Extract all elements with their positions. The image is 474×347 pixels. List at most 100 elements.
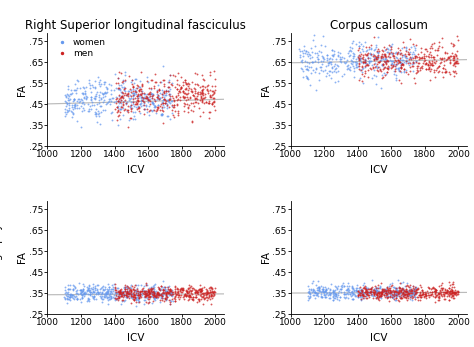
Point <box>323 52 331 58</box>
Point <box>114 289 121 294</box>
Point <box>81 290 88 296</box>
Point <box>207 109 214 115</box>
Point <box>420 56 428 61</box>
Point <box>181 87 189 92</box>
Point <box>145 103 153 109</box>
Point <box>98 295 105 300</box>
Point <box>394 288 402 294</box>
Point <box>100 287 107 293</box>
Point <box>69 110 76 116</box>
Point <box>122 292 129 298</box>
Point <box>328 56 335 61</box>
Point <box>119 91 127 96</box>
Point <box>151 107 158 112</box>
Point <box>386 287 394 293</box>
Point <box>382 291 389 296</box>
Point <box>306 83 314 88</box>
Point <box>344 281 351 286</box>
Point <box>116 290 124 295</box>
Point <box>451 290 459 296</box>
Point <box>343 294 350 299</box>
Point <box>394 66 401 71</box>
Point <box>123 286 130 292</box>
Point <box>311 295 319 301</box>
Point <box>118 70 125 76</box>
Point <box>320 290 328 295</box>
Point <box>102 101 110 107</box>
Point <box>299 48 306 53</box>
Point <box>363 61 371 67</box>
Point <box>383 291 390 296</box>
Point <box>363 291 371 297</box>
Point <box>362 289 369 295</box>
Point <box>341 291 348 297</box>
Point <box>71 102 78 108</box>
Point <box>349 291 357 297</box>
Point <box>321 294 329 300</box>
Point <box>79 105 87 110</box>
Point <box>345 286 352 292</box>
Point <box>94 290 101 295</box>
Point <box>131 102 138 107</box>
Point <box>310 287 317 293</box>
Point <box>373 53 381 59</box>
Point <box>191 93 198 99</box>
Point <box>178 292 185 297</box>
Point <box>416 55 423 61</box>
Point <box>404 289 411 295</box>
Point <box>134 288 142 294</box>
Point <box>451 289 458 295</box>
Point <box>131 95 138 101</box>
Point <box>151 98 158 104</box>
Point <box>113 295 121 301</box>
Point <box>115 292 123 297</box>
Point <box>438 282 445 288</box>
Point <box>152 108 159 114</box>
Point <box>391 290 398 295</box>
Point <box>428 289 436 295</box>
Point <box>410 292 418 298</box>
Point <box>386 54 394 60</box>
Point <box>162 296 170 302</box>
Point <box>450 54 457 59</box>
Point <box>397 50 405 56</box>
Point <box>399 290 407 296</box>
Point <box>411 290 419 295</box>
Point <box>118 93 125 99</box>
Point <box>423 48 430 53</box>
Point <box>172 298 179 303</box>
Point <box>100 81 108 87</box>
Point <box>148 100 155 105</box>
Point <box>367 291 375 297</box>
Point <box>201 290 209 296</box>
Point <box>129 294 137 299</box>
Point <box>437 59 445 65</box>
Point <box>353 59 360 65</box>
Point <box>431 286 439 291</box>
Point <box>355 56 363 61</box>
Point <box>407 289 415 295</box>
Point <box>364 47 371 53</box>
Point <box>442 68 450 73</box>
Point <box>343 287 351 292</box>
Point <box>307 45 315 51</box>
Point <box>448 288 456 293</box>
Point <box>136 105 143 111</box>
Point <box>343 286 351 291</box>
Point <box>86 298 93 304</box>
Point <box>429 63 437 68</box>
Point <box>96 94 103 100</box>
Point <box>403 293 410 298</box>
Point <box>329 294 337 299</box>
Point <box>203 87 210 92</box>
Point <box>395 45 402 51</box>
Point <box>182 97 190 102</box>
Point <box>374 50 381 56</box>
Point <box>357 59 365 64</box>
Point <box>410 293 418 299</box>
Point <box>341 295 348 301</box>
Point <box>168 288 175 294</box>
Point <box>121 88 128 93</box>
Point <box>111 287 118 293</box>
Point <box>394 294 401 299</box>
